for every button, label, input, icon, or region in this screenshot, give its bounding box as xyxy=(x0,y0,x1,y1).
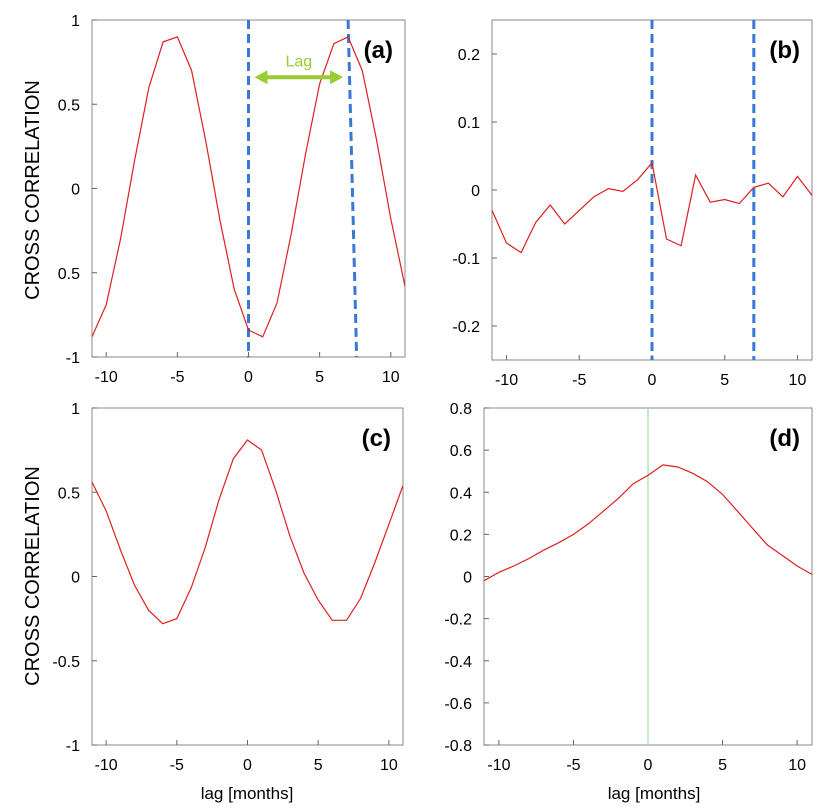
x-tick-label: 0 xyxy=(243,757,252,774)
x-tick-label: -10 xyxy=(495,372,518,389)
y-tick-label: 0 xyxy=(71,182,80,199)
y-tick-label: -0.8 xyxy=(444,738,472,755)
ylabel-top: CROSS CORRELATION xyxy=(22,80,44,300)
x-tick-label: 10 xyxy=(789,372,807,389)
series-line xyxy=(492,161,812,254)
y-tick-label: 0.6 xyxy=(450,443,472,460)
panel-label: (b) xyxy=(769,37,800,64)
lag-arrow-head-right xyxy=(330,70,344,85)
xlabel-right: lag [months] xyxy=(608,784,701,803)
x-tick-label: 5 xyxy=(720,372,729,389)
x-tick-label: -5 xyxy=(566,757,580,774)
x-tick-label: 0 xyxy=(644,757,653,774)
lag-annotation: Lag xyxy=(285,53,312,70)
panel-label: (a) xyxy=(364,37,393,64)
panel-d: -10 -5 0 5 10 -0.8 -0.6 -0.4 -0.2 0 0.2 0.4 0.6 0.8 (d… xyxy=(444,401,813,774)
y-tick-label: 0.2 xyxy=(450,527,472,544)
panel-b: -10 -5 0 5 10 -0.2 -0.1 0 0.1 0.2 (b) xyxy=(452,19,813,389)
x-tick-label: 5 xyxy=(718,757,727,774)
y-tick-label: -1 xyxy=(66,350,80,367)
x-tick-label: 5 xyxy=(314,757,323,774)
x-tick-label: 10 xyxy=(382,369,400,386)
x-tick-label: 0 xyxy=(648,372,657,389)
x-tick-label: -5 xyxy=(170,757,184,774)
x-tick-label: -5 xyxy=(170,369,184,386)
panel-label: (d) xyxy=(769,425,800,452)
series-line xyxy=(484,464,812,582)
y-tick-label: 0 xyxy=(463,570,472,587)
y-tick-label: -0.2 xyxy=(444,612,472,629)
y-tick-label: -0.4 xyxy=(444,654,472,671)
x-tick-label: -10 xyxy=(95,757,118,774)
x-tick-label: -5 xyxy=(572,372,586,389)
x-tick-label: -10 xyxy=(487,757,510,774)
y-tick-label: 0.1 xyxy=(458,115,480,132)
panel-label: (c) xyxy=(362,425,391,452)
x-tick-label: 5 xyxy=(315,369,324,386)
y-tick-label: 0.5 xyxy=(58,266,80,283)
x-tick-label: 10 xyxy=(788,757,806,774)
y-tick-label: 0 xyxy=(471,183,480,200)
xlabel-left: lag [months] xyxy=(201,784,294,803)
series-line xyxy=(92,36,405,338)
y-tick-label: -0.2 xyxy=(452,319,480,336)
x-tick-label: 0 xyxy=(244,369,253,386)
y-tick-label: -1 xyxy=(66,738,80,755)
x-tick-label: -10 xyxy=(95,369,118,386)
y-tick-label: 0.5 xyxy=(58,97,80,114)
y-tick-label: 0.5 xyxy=(58,485,80,502)
marker-line-2 xyxy=(346,19,359,358)
y-tick-label: -0.6 xyxy=(444,696,472,713)
panel-c: -10 -5 0 5 10 -1 -0.5 0 0.5 1 (c) xyxy=(52,401,404,774)
y-tick-label: -0.1 xyxy=(452,251,480,268)
series-line xyxy=(92,439,403,625)
plot-frame xyxy=(91,407,404,746)
lag-arrow-head-left xyxy=(254,70,268,85)
x-tick-label: 10 xyxy=(380,757,398,774)
y-tick-label: -0.5 xyxy=(52,654,80,671)
y-tick-label: 1 xyxy=(71,401,80,418)
y-tick-label: 0.2 xyxy=(458,47,480,64)
y-tick-label: 0.4 xyxy=(450,485,472,502)
panel-a: -10 -5 0 5 10 -1 0.5 0 0.5 1 Lag (a) xyxy=(58,13,406,386)
ylabel-bottom: CROSS CORRELATION xyxy=(22,466,44,686)
y-tick-label: 1 xyxy=(71,13,80,30)
y-tick-label: 0.8 xyxy=(450,401,472,418)
y-tick-label: 0 xyxy=(71,570,80,587)
